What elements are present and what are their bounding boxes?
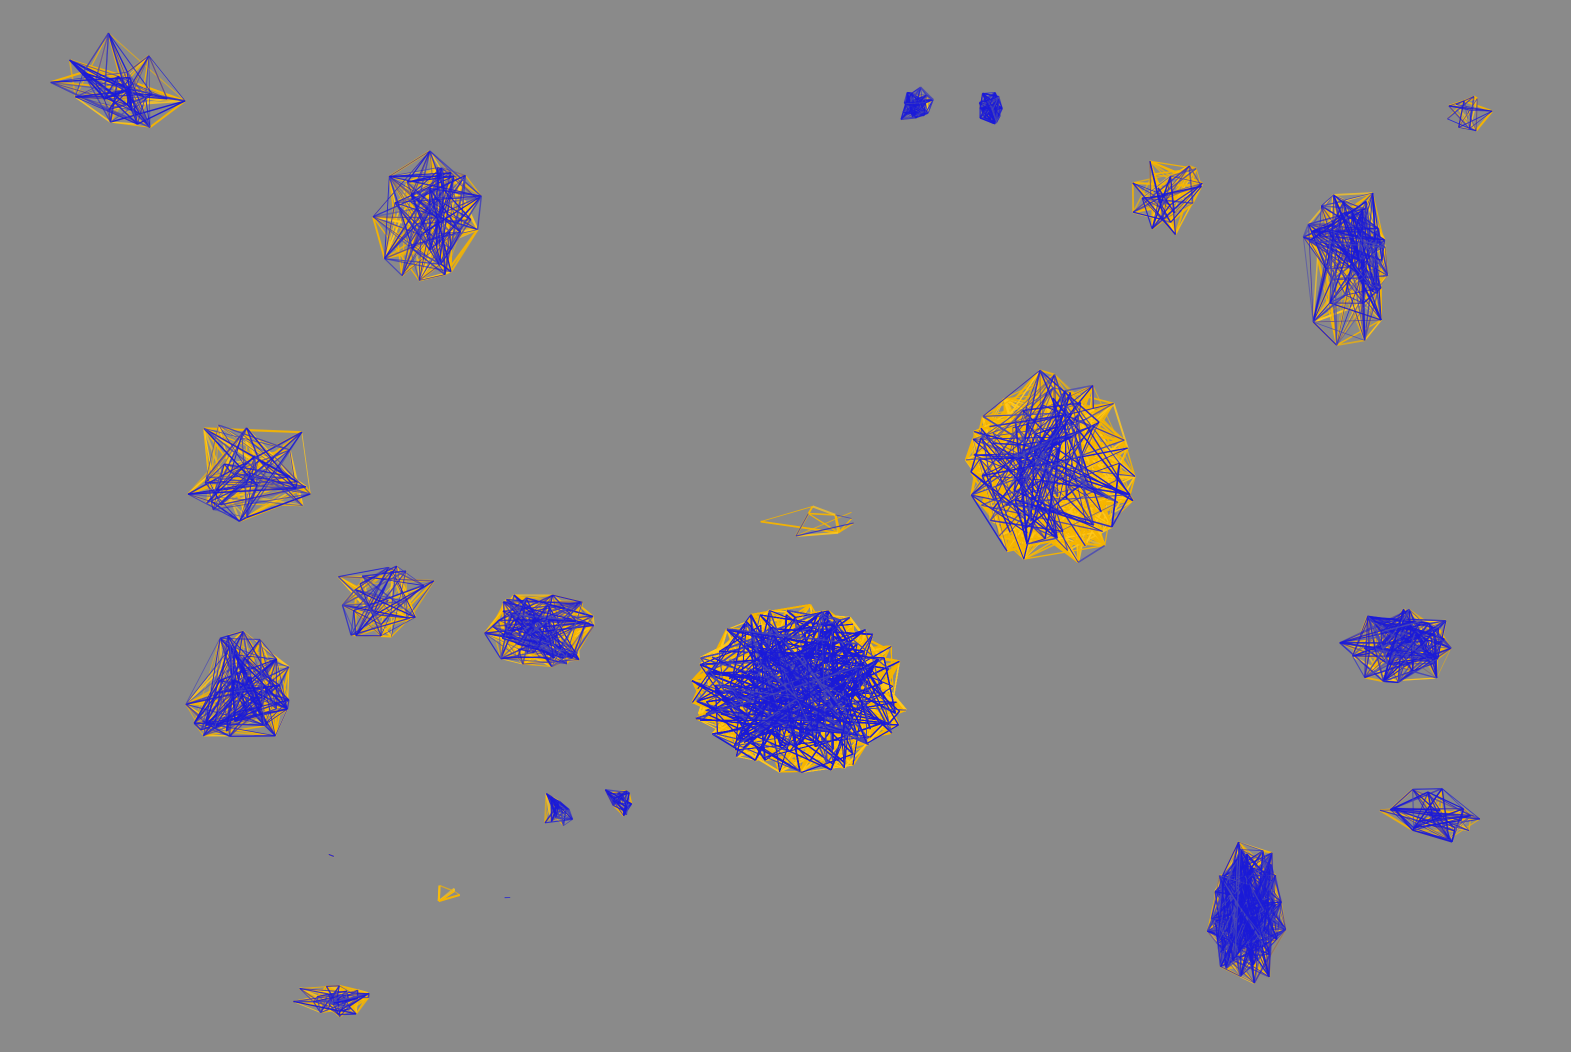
blue-edge-layer — [50, 32, 1493, 1017]
